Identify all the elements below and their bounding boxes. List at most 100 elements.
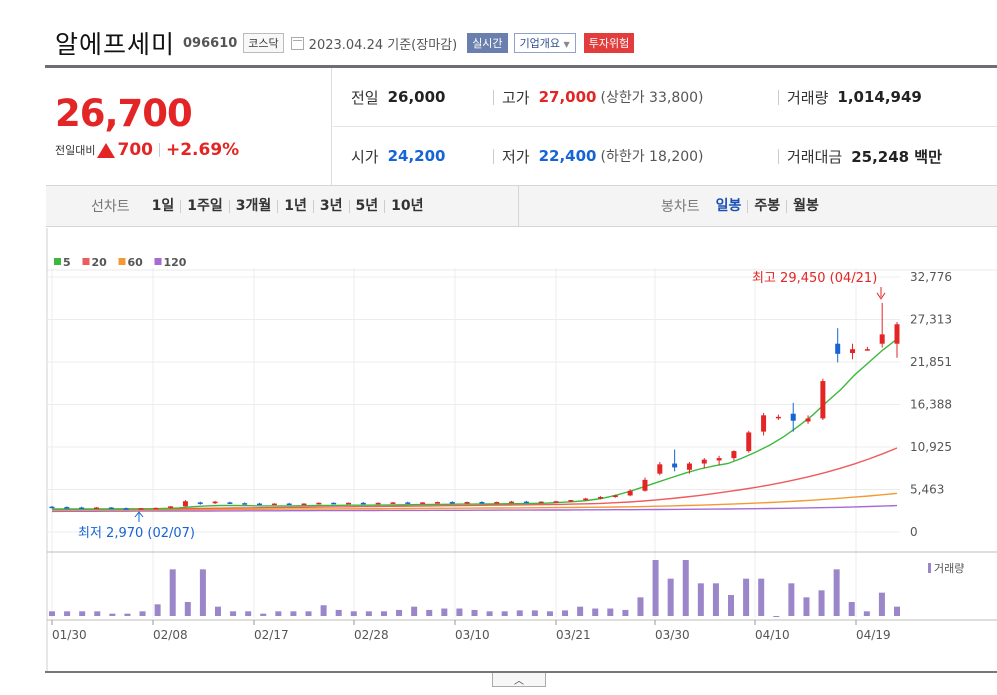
legend-swatch <box>118 258 126 265</box>
divider <box>493 89 494 105</box>
y-tick-label: 16,388 <box>910 398 952 412</box>
candle-chart-label: 봉차트 <box>661 199 700 215</box>
volume-bar <box>788 583 795 616</box>
candle-daily[interactable]: 일봉 <box>710 199 749 213</box>
period-1d[interactable]: 1일 <box>146 199 182 213</box>
candle-body <box>746 432 752 452</box>
y-tick-label: 27,313 <box>910 313 952 327</box>
quote-row-1: 전일 26,000 고가 27,000 (상한가 33,800) 거래량 1,0… <box>333 68 997 127</box>
candle-body <box>627 490 633 496</box>
price-chart: 32,776 27,313 21,851 16,388 10,925 5,463 0 5 20 6… <box>46 228 997 671</box>
x-tick-label: 03/30 <box>655 628 690 642</box>
prev-close-cell: 전일 26,000 <box>351 68 446 126</box>
line-chart-label: 선차트 <box>91 199 130 215</box>
ma60-line <box>52 492 898 511</box>
candle-body <box>197 502 203 504</box>
trade-value-value: 25,248 백만 <box>851 147 942 166</box>
volume-bar <box>803 597 810 616</box>
candle-body <box>672 463 678 468</box>
candle-body <box>64 507 70 509</box>
x-tick-label: 04/10 <box>755 628 790 642</box>
x-tick-label: 02/17 <box>254 628 289 642</box>
volume-bar <box>109 613 116 616</box>
candle-body <box>257 503 263 506</box>
volume-bar <box>712 583 719 616</box>
high-label: 고가 <box>502 88 530 107</box>
candle-body <box>894 324 900 344</box>
low-arrow-head <box>134 511 144 518</box>
candle-body <box>864 349 870 351</box>
candle-body <box>835 343 841 354</box>
legend-label: 120 <box>164 256 187 269</box>
high-value: 27,000 <box>538 88 597 106</box>
period-1y[interactable]: 1년 <box>278 199 314 213</box>
candle-body <box>731 451 737 459</box>
y-tick-label: 5,463 <box>910 482 944 496</box>
volume-bar <box>848 602 855 616</box>
collapse-toggle[interactable]: ︿ <box>492 673 546 687</box>
volume-bar <box>728 595 735 616</box>
company-overview-dropdown[interactable]: 기업개요 ▼ <box>513 33 576 53</box>
volume-bar <box>214 606 221 616</box>
candle-body <box>360 502 366 505</box>
volume-bar <box>49 611 55 616</box>
volume-bar <box>411 606 418 616</box>
candle-body <box>420 502 426 504</box>
candle-body <box>49 506 55 509</box>
volume-bar <box>290 611 297 616</box>
volume-bar <box>305 611 312 616</box>
volume-bar <box>64 611 71 616</box>
candle-body <box>657 464 663 474</box>
stock-code: 096610 <box>183 35 238 51</box>
up-triangle-icon <box>97 142 116 158</box>
legend-label: 5 <box>63 256 71 269</box>
candle-body <box>271 503 277 506</box>
candle-body <box>509 501 515 504</box>
volume-bar <box>592 608 599 616</box>
candle-body <box>820 381 826 419</box>
stock-name: 알에프세미 <box>55 30 176 59</box>
volume-bar <box>486 611 493 616</box>
quote-row-2: 시가 24,200 저가 22,400 (하한가 18,200) 거래대금 25… <box>333 127 997 185</box>
volume-bar <box>169 569 176 616</box>
candle-body <box>316 502 322 505</box>
volume-bar <box>335 609 342 616</box>
volume-cell: 거래량 1,014,949 <box>778 68 922 126</box>
change-percent: +2.69% <box>165 140 240 160</box>
current-price: 26,700 <box>55 92 193 135</box>
candle-body <box>345 502 351 505</box>
x-tick-label: 04/19 <box>856 628 891 642</box>
volume-bar <box>697 583 704 616</box>
volume-bar <box>773 616 780 617</box>
candle-body <box>805 418 811 422</box>
volume-bar <box>562 610 569 616</box>
period-3y[interactable]: 3년 <box>314 199 350 213</box>
period-5y[interactable]: 5년 <box>350 199 386 213</box>
summary-top-border <box>45 65 997 68</box>
candle-body <box>79 507 85 509</box>
candle-body <box>701 459 707 464</box>
period-10y[interactable]: 10년 <box>391 197 424 214</box>
realtime-button[interactable]: 실시간 <box>467 33 508 53</box>
candle-body <box>153 507 159 510</box>
volume-bar <box>124 613 131 616</box>
candle-body <box>716 458 722 461</box>
x-tick-label: 02/08 <box>153 628 188 642</box>
candle-body <box>850 349 856 354</box>
candle-weekly[interactable]: 주봉 <box>748 199 788 213</box>
period-3m[interactable]: 3개월 <box>230 199 279 213</box>
volume-bar <box>894 606 900 616</box>
volume-bar <box>139 611 146 616</box>
ma20-line <box>52 447 898 511</box>
prev-close-label: 전일 <box>351 88 379 107</box>
x-tick-label: 03/21 <box>556 628 591 642</box>
volume-bar <box>878 592 885 616</box>
candle-monthly[interactable]: 월봉 <box>793 197 819 214</box>
candle-body <box>212 501 218 504</box>
volume-bar <box>154 604 161 616</box>
legend-swatch <box>82 258 90 265</box>
high-cell: 고가 27,000 (상한가 33,800) <box>493 68 704 126</box>
legend-swatch <box>54 258 61 265</box>
period-1w[interactable]: 1주일 <box>181 199 230 213</box>
candle-body <box>464 502 470 504</box>
